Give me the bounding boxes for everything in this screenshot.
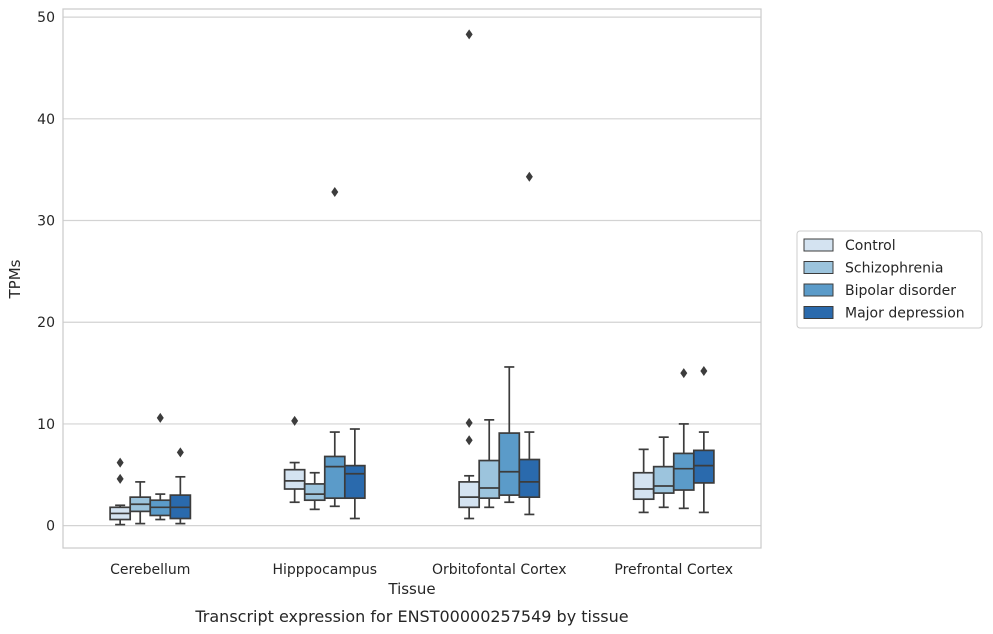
outlier-point — [116, 457, 124, 468]
y-tick-label: 50 — [37, 10, 55, 26]
x-axis: Cerebellum Hipppocampus Orbitofontal Corte… — [110, 562, 733, 578]
grid-lines — [63, 16, 761, 527]
outlier-point — [525, 171, 533, 182]
box-body — [692, 449, 715, 484]
box-group — [632, 448, 655, 514]
box-body — [458, 481, 481, 509]
legend-label: Control — [845, 238, 896, 254]
box-body — [323, 455, 346, 500]
outlier-point — [465, 29, 473, 40]
x-axis-title: Tissue — [387, 580, 435, 598]
outlier-point — [680, 368, 688, 379]
y-tick-label: 30 — [37, 214, 55, 230]
box-group — [343, 428, 366, 520]
outlier-point — [156, 412, 164, 423]
box-group — [692, 366, 715, 514]
legend-label: Schizophrenia — [845, 261, 943, 277]
x-tick-label: Cerebellum — [110, 562, 190, 578]
box-group — [518, 171, 541, 516]
box-group — [458, 29, 481, 520]
outlier-point — [176, 447, 184, 458]
box-group — [149, 412, 172, 521]
y-tick-label: 20 — [37, 315, 55, 331]
legend: Control Schizophrenia Bipolar disorder Majo… — [796, 230, 983, 329]
legend-label: Major depression — [845, 306, 965, 322]
x-tick-label: Orbitofontal Cortex — [432, 562, 567, 578]
box-body — [283, 468, 306, 490]
y-axis: 0 10 20 30 40 50 — [37, 10, 55, 534]
outlier-point — [700, 366, 708, 377]
outlier-point — [116, 473, 124, 484]
box-body — [632, 471, 655, 501]
box-group — [283, 415, 306, 504]
outlier-point — [465, 417, 473, 428]
legend-swatch — [803, 306, 834, 319]
x-tick-label: Hipppocampus — [272, 562, 377, 578]
box-body — [498, 432, 521, 496]
x-tick-label: Prefrontal Cortex — [614, 562, 733, 578]
legend-swatch — [803, 261, 834, 274]
box-body — [672, 452, 695, 491]
y-tick-label: 0 — [46, 519, 55, 535]
box-body — [518, 458, 541, 499]
legend-swatch — [803, 283, 834, 297]
chart-caption: Transcript expression for ENST0000025754… — [194, 607, 628, 626]
legend-swatch — [803, 238, 834, 252]
box-group — [303, 471, 326, 511]
outlier-point — [465, 435, 473, 446]
plot-background — [63, 9, 761, 548]
outlier-point — [331, 187, 339, 198]
box-body — [343, 464, 366, 500]
box-group — [109, 457, 132, 526]
box-group — [498, 366, 521, 504]
box-group — [169, 447, 192, 525]
plot-frame — [62, 8, 762, 549]
outlier-point — [291, 415, 299, 426]
y-tick-label: 10 — [37, 417, 55, 433]
y-axis-title: TPMs — [6, 259, 24, 299]
box-body — [652, 465, 675, 494]
box-group — [652, 436, 675, 509]
legend-label: Bipolar disorder — [845, 283, 956, 299]
box-body — [303, 483, 326, 502]
legend-frame — [796, 230, 983, 329]
y-tick-label: 40 — [37, 112, 55, 128]
box-plot-series — [109, 29, 715, 526]
box-body — [478, 459, 501, 500]
